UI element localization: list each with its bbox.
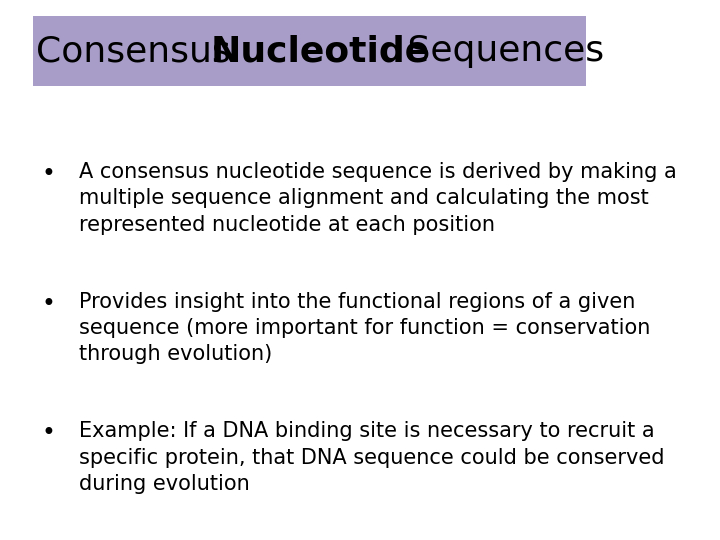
Text: Nucleotide: Nucleotide bbox=[210, 35, 430, 68]
Text: Provides insight into the functional regions of a given
sequence (more important: Provides insight into the functional reg… bbox=[79, 292, 650, 364]
Text: •: • bbox=[42, 292, 55, 315]
FancyBboxPatch shape bbox=[33, 16, 587, 86]
Text: Sequences: Sequences bbox=[395, 35, 603, 68]
Text: •: • bbox=[42, 421, 55, 445]
Text: A consensus nucleotide sequence is derived by making a
multiple sequence alignme: A consensus nucleotide sequence is deriv… bbox=[79, 162, 677, 235]
Text: Consensus: Consensus bbox=[37, 35, 243, 68]
Text: •: • bbox=[42, 162, 55, 186]
Text: Example: If a DNA binding site is necessary to recruit a
specific protein, that : Example: If a DNA binding site is necess… bbox=[79, 421, 665, 494]
